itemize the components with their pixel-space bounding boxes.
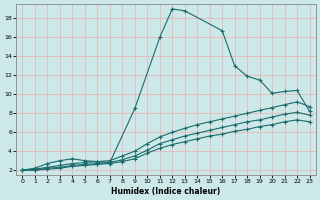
X-axis label: Humidex (Indice chaleur): Humidex (Indice chaleur) [111, 187, 221, 196]
